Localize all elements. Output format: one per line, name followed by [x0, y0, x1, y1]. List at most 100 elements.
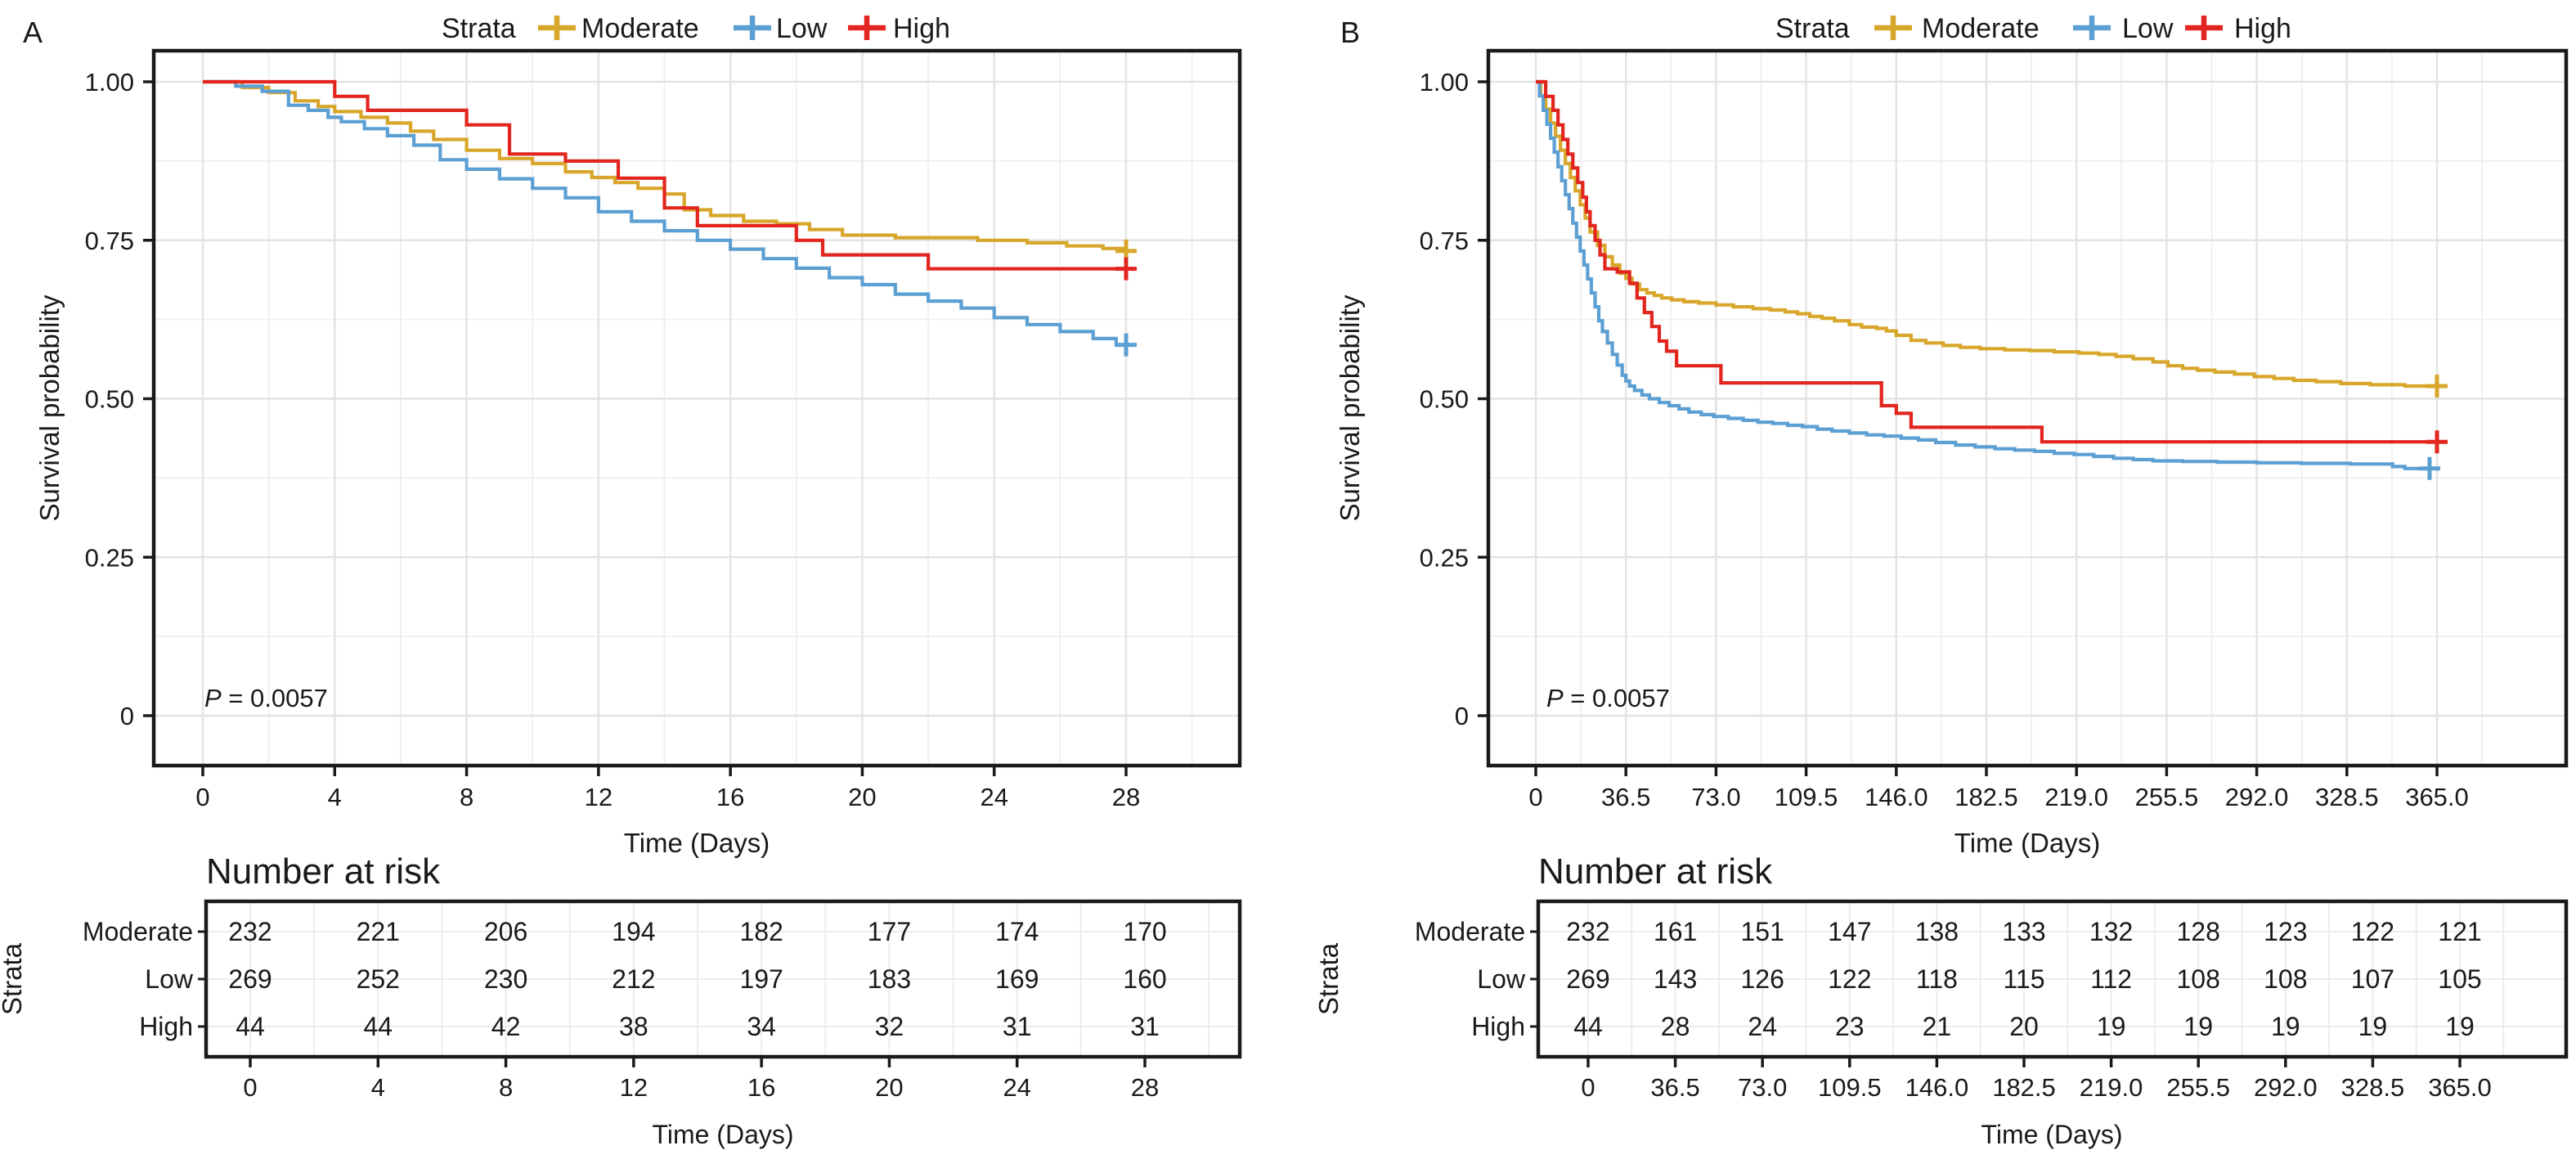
km-curves	[203, 79, 1137, 357]
risk-axis-tick-label: 28	[1131, 1073, 1159, 1102]
risk-count: 183	[868, 964, 911, 994]
pvalue-annotation: P = 0.0057	[1546, 684, 1670, 712]
axes: 0 36.5 73.0 109.5 146.0 182.5 219.0 255.5 292.0 3…	[1420, 68, 2469, 811]
risk-axis-tick-label: 109.5	[1818, 1073, 1882, 1102]
x-tick-label: 0	[195, 783, 209, 811]
x-tick-label: 12	[585, 783, 613, 811]
risk-count: 44	[1573, 1012, 1603, 1041]
pvalue-annotation: P = 0.0057	[204, 684, 328, 712]
risk-count: 112	[2090, 964, 2132, 994]
legend: Strata Moderate Low High	[1775, 13, 2291, 44]
x-tick-label: 16	[716, 783, 744, 811]
km-curve-low	[203, 79, 1126, 347]
risk-count: 31	[1130, 1012, 1160, 1041]
risk-count: 206	[484, 917, 527, 946]
risk-count: 212	[612, 964, 655, 994]
risk-count: 269	[1566, 964, 1609, 994]
risk-count: 232	[1566, 917, 1609, 946]
km-curve-low	[1536, 79, 2430, 470]
risk-axis-tick-label: 24	[1003, 1073, 1030, 1102]
pvalue-symbol: P	[204, 684, 222, 712]
risk-count: 161	[1654, 917, 1697, 946]
x-tick-label: 4	[328, 783, 342, 811]
risk-count: 21	[1923, 1012, 1952, 1041]
risk-axis-tick-label: 8	[499, 1073, 513, 1102]
x-tick-label: 0	[1528, 783, 1542, 811]
x-tick-label: 73.0	[1691, 783, 1740, 811]
legend-item-label: Low	[776, 13, 828, 44]
risk-count: 107	[2351, 964, 2394, 994]
risk-count: 160	[1123, 964, 1166, 994]
x-tick-label: 146.0	[1865, 783, 1928, 811]
x-tick-label: 8	[460, 783, 473, 811]
risk-row-label: Low	[1477, 964, 1526, 994]
x-tick-label: 219.0	[2044, 783, 2108, 811]
legend-item-label: Moderate	[1922, 13, 2040, 44]
risk-count: 122	[2351, 917, 2394, 946]
y-tick-label: 0	[1455, 702, 1469, 730]
risk-count: 269	[228, 964, 272, 994]
y-tick-label: 0	[120, 702, 134, 730]
risk-count: 138	[1915, 917, 1959, 946]
km-curve-high	[203, 79, 1126, 271]
risk-count: 19	[2271, 1012, 2300, 1041]
legend-cross-icon-moderate	[1874, 16, 1912, 40]
legend-item-label: High	[2234, 13, 2291, 44]
pvalue-value: = 0.0057	[1564, 684, 1670, 712]
pvalue-symbol: P	[1546, 684, 1564, 712]
censor-mark-low	[1115, 333, 1137, 357]
legend-cross-icon-high	[848, 16, 886, 40]
plot-border	[151, 48, 1242, 768]
risk-axis-tick-label: 182.5	[1992, 1073, 2056, 1102]
legend: Strata Moderate Low High	[442, 13, 950, 44]
y-tick-label: 0.50	[85, 385, 134, 414]
risk-count: 174	[995, 917, 1039, 946]
risk-count: 182	[739, 917, 783, 946]
risk-count: 38	[619, 1012, 648, 1041]
risk-count: 126	[1741, 964, 1784, 994]
risk-count: 194	[612, 917, 655, 946]
y-tick-label: 1.00	[1420, 68, 1469, 97]
risk-axis-tick-label: 146.0	[1905, 1073, 1969, 1102]
legend-item-label: High	[893, 13, 950, 44]
risk-axis-tick-label: 36.5	[1650, 1073, 1699, 1102]
risk-count: 19	[2097, 1012, 2126, 1041]
risk-count: 34	[747, 1012, 776, 1041]
km-curve-high	[1536, 79, 2437, 444]
risk-x-axis-title: Time (Days)	[652, 1120, 793, 1149]
risk-count: 143	[1654, 964, 1697, 994]
legend-title: Strata	[1775, 13, 1850, 44]
risk-count: 177	[868, 917, 911, 946]
risk-count: 44	[236, 1012, 265, 1041]
y-tick-label: 0.75	[1420, 227, 1469, 255]
risk-count: 122	[1828, 964, 1871, 994]
x-tick-label: 365.0	[2405, 783, 2469, 811]
risk-count: 28	[1661, 1012, 1690, 1041]
risk-count: 19	[2183, 1012, 2213, 1041]
risk-count: 115	[2003, 964, 2044, 994]
risk-count: 123	[2264, 917, 2307, 946]
risk-count: 24	[1748, 1012, 1777, 1041]
censor-mark-moderate	[2426, 375, 2448, 398]
risk-count: 108	[2177, 964, 2220, 994]
risk-axis-tick-label: 20	[875, 1073, 903, 1102]
risk-row-label: Moderate	[1415, 917, 1525, 946]
risk-axis-tick-label: 219.0	[2080, 1073, 2143, 1102]
risk-row-label: High	[1471, 1012, 1525, 1041]
risk-strata-axis-label: Strata	[1313, 942, 1344, 1015]
risk-count: 32	[875, 1012, 904, 1041]
panel-label: A	[23, 16, 43, 49]
legend-item-label: Low	[2122, 13, 2174, 44]
risk-axis-tick-label: 255.5	[2166, 1073, 2230, 1102]
risk-count: 121	[2438, 917, 2481, 946]
y-tick-label: 0.25	[85, 543, 134, 572]
risk-axis-tick-label: 12	[620, 1073, 648, 1102]
risk-count: 221	[357, 917, 400, 946]
risk-table: Number at risk Moderate 232 161 151 147 138 133…	[1313, 851, 2569, 1149]
x-tick-label: 292.0	[2225, 783, 2289, 811]
risk-axis-tick-label: 0	[1581, 1073, 1595, 1102]
risk-count: 132	[2089, 917, 2133, 946]
risk-count: 230	[484, 964, 527, 994]
risk-count: 19	[2358, 1012, 2388, 1041]
